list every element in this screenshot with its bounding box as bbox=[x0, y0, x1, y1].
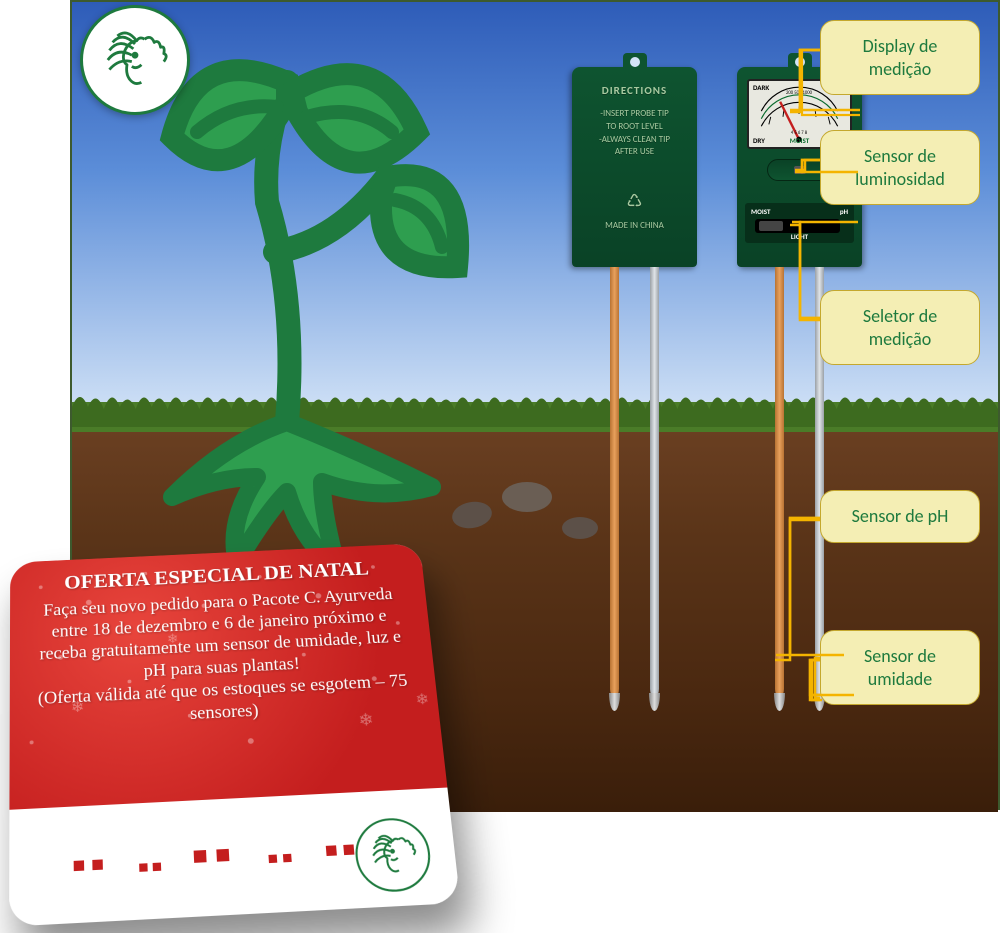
callout-text: Display de medição bbox=[863, 35, 938, 80]
selector-label-moist: MOIST bbox=[751, 207, 770, 216]
callout-text: Sensor de pH bbox=[852, 505, 949, 527]
made-in: MADE IN CHINA bbox=[580, 220, 689, 233]
callout-text: Sensor de umidade bbox=[864, 645, 936, 690]
back-instructions: DIRECTIONS -INSERT PROBE TIP TO ROOT LEV… bbox=[572, 67, 697, 249]
callout-ph: Sensor de pH bbox=[820, 490, 980, 543]
directions-line: AFTER USE bbox=[580, 146, 689, 159]
callout-text: Seletor de medição bbox=[863, 305, 937, 350]
callout-moisture: Sensor de umidade bbox=[820, 630, 980, 705]
sensor-device-back: DIRECTIONS -INSERT PROBE TIP TO ROOT LEV… bbox=[572, 67, 697, 727]
indian-head-icon bbox=[95, 20, 175, 100]
probe-steel bbox=[650, 267, 659, 697]
directions-line: -INSERT PROBE TIP bbox=[580, 108, 689, 121]
stone bbox=[502, 482, 552, 512]
display-label-dark: DARK bbox=[753, 83, 769, 92]
callout-selector: Seletor de medição bbox=[820, 290, 980, 365]
callout-luminosity: Sensor de luminosidad bbox=[820, 130, 980, 205]
directions-title: DIRECTIONS bbox=[580, 83, 689, 98]
display-label-dry: DRY bbox=[753, 136, 765, 145]
plant-illustration bbox=[137, 22, 477, 582]
indian-head-icon bbox=[361, 825, 424, 885]
selector-label-ph: pH bbox=[840, 207, 848, 216]
promo-card: ❄❄ ❄❄ OFERTA ESPECIAL DE NATAL Faça seu … bbox=[9, 543, 460, 926]
callout-text: Sensor de luminosidad bbox=[855, 145, 945, 190]
ph-probe bbox=[775, 267, 784, 697]
mode-selector[interactable]: MOIST LIGHT pH bbox=[745, 203, 854, 243]
hang-tab bbox=[788, 53, 812, 71]
promo-text: OFERTA ESPECIAL DE NATAL Faça seu novo p… bbox=[10, 554, 439, 735]
callout-display: Display de medição bbox=[820, 20, 980, 95]
directions-line: -ALWAYS CLEAN TIP bbox=[580, 134, 689, 147]
directions-line: TO ROOT LEVEL bbox=[580, 121, 689, 134]
selector-label-light: LIGHT bbox=[791, 232, 808, 241]
probe-copper bbox=[610, 267, 619, 697]
brand-logo bbox=[80, 5, 190, 115]
weee-icon: ♺ bbox=[580, 189, 689, 214]
hang-tab bbox=[623, 53, 647, 71]
display-label-moist: MOIST bbox=[790, 136, 809, 145]
svg-text:200 500 1000: 200 500 1000 bbox=[786, 91, 813, 96]
selector-slider[interactable] bbox=[755, 219, 840, 233]
